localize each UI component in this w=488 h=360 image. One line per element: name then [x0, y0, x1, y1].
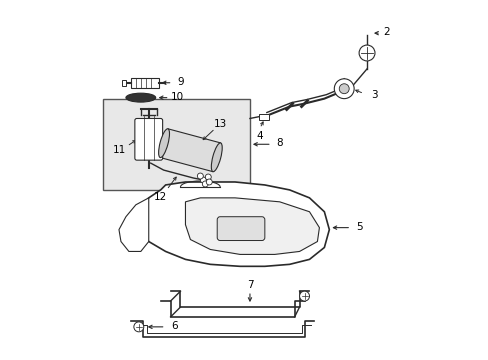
- Circle shape: [134, 322, 143, 332]
- FancyBboxPatch shape: [135, 118, 163, 160]
- Polygon shape: [119, 198, 148, 251]
- Ellipse shape: [158, 129, 169, 158]
- Circle shape: [202, 181, 208, 187]
- Text: 4: 4: [256, 131, 263, 141]
- Bar: [258, 113, 268, 121]
- Text: 9: 9: [177, 77, 183, 87]
- Circle shape: [299, 291, 309, 301]
- Circle shape: [200, 177, 206, 183]
- Text: 7: 7: [246, 280, 253, 290]
- Text: 6: 6: [171, 321, 178, 331]
- Text: 3: 3: [370, 90, 377, 100]
- Polygon shape: [185, 198, 319, 255]
- FancyBboxPatch shape: [217, 217, 264, 240]
- Text: 2: 2: [383, 27, 389, 37]
- Text: 12: 12: [154, 192, 167, 202]
- Bar: [122, 80, 126, 86]
- Text: 10: 10: [171, 92, 183, 102]
- Bar: [131, 78, 158, 88]
- Text: 13: 13: [213, 120, 226, 130]
- Ellipse shape: [211, 143, 222, 172]
- Circle shape: [197, 173, 203, 179]
- Bar: [103, 99, 249, 190]
- Text: 8: 8: [276, 138, 283, 148]
- Ellipse shape: [126, 93, 155, 102]
- Text: 5: 5: [355, 222, 362, 231]
- Circle shape: [339, 84, 348, 94]
- Circle shape: [334, 79, 353, 99]
- Text: 11: 11: [112, 145, 125, 155]
- Polygon shape: [160, 129, 220, 172]
- Circle shape: [358, 45, 374, 61]
- Circle shape: [206, 179, 212, 185]
- Polygon shape: [136, 182, 328, 266]
- Circle shape: [205, 174, 211, 180]
